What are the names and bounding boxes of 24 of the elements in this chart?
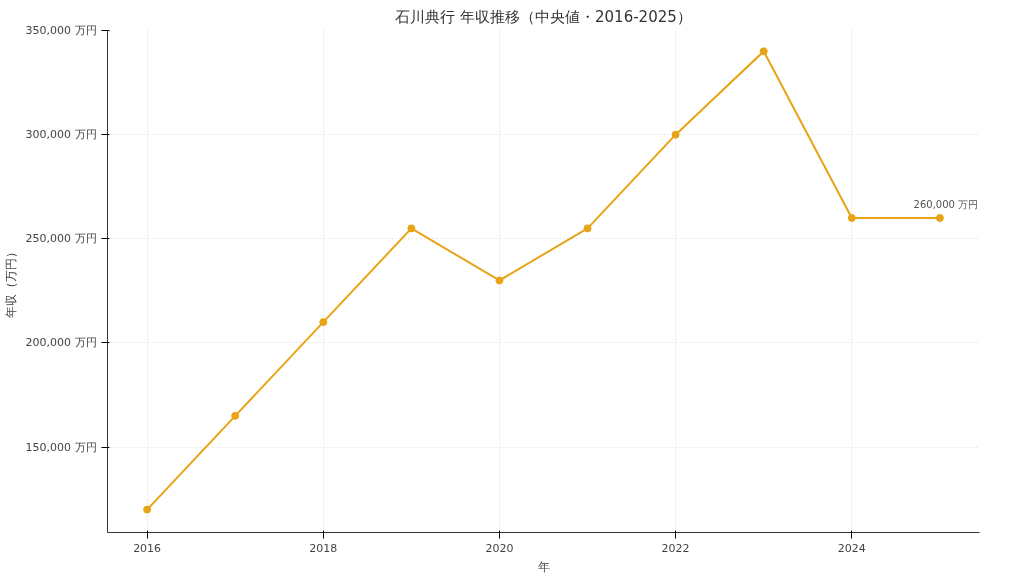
point <box>935 213 944 222</box>
point <box>319 318 328 327</box>
y-tick-label: 350,000 万円 <box>25 24 97 37</box>
x-tick-label: 2020 <box>485 541 514 555</box>
point <box>583 224 592 233</box>
point <box>671 130 680 139</box>
x-axis-title: 年 <box>537 559 550 574</box>
point <box>759 47 768 56</box>
chart-title: 石川典行 年収推移（中央値・2016-2025） <box>395 7 692 26</box>
x-tick-label: 2022 <box>661 541 690 555</box>
y-tick-label: 300,000 万円 <box>25 128 97 142</box>
x-tick-label: 2024 <box>837 541 866 555</box>
annotation: 260,000 万円 <box>913 198 979 210</box>
y-tick-label: 250,000 万円 <box>25 232 97 246</box>
point <box>231 411 240 420</box>
y-tick-label: 150,000 万円 <box>25 440 97 454</box>
point <box>143 505 152 514</box>
point <box>847 213 856 222</box>
point <box>407 224 416 233</box>
y-axis-title: 年収（万円） <box>3 245 18 318</box>
point <box>495 276 504 285</box>
x-tick-label: 2016 <box>133 541 162 555</box>
y-tick-label: 200,000 万円 <box>25 336 97 350</box>
x-tick-label: 2018 <box>309 541 338 555</box>
